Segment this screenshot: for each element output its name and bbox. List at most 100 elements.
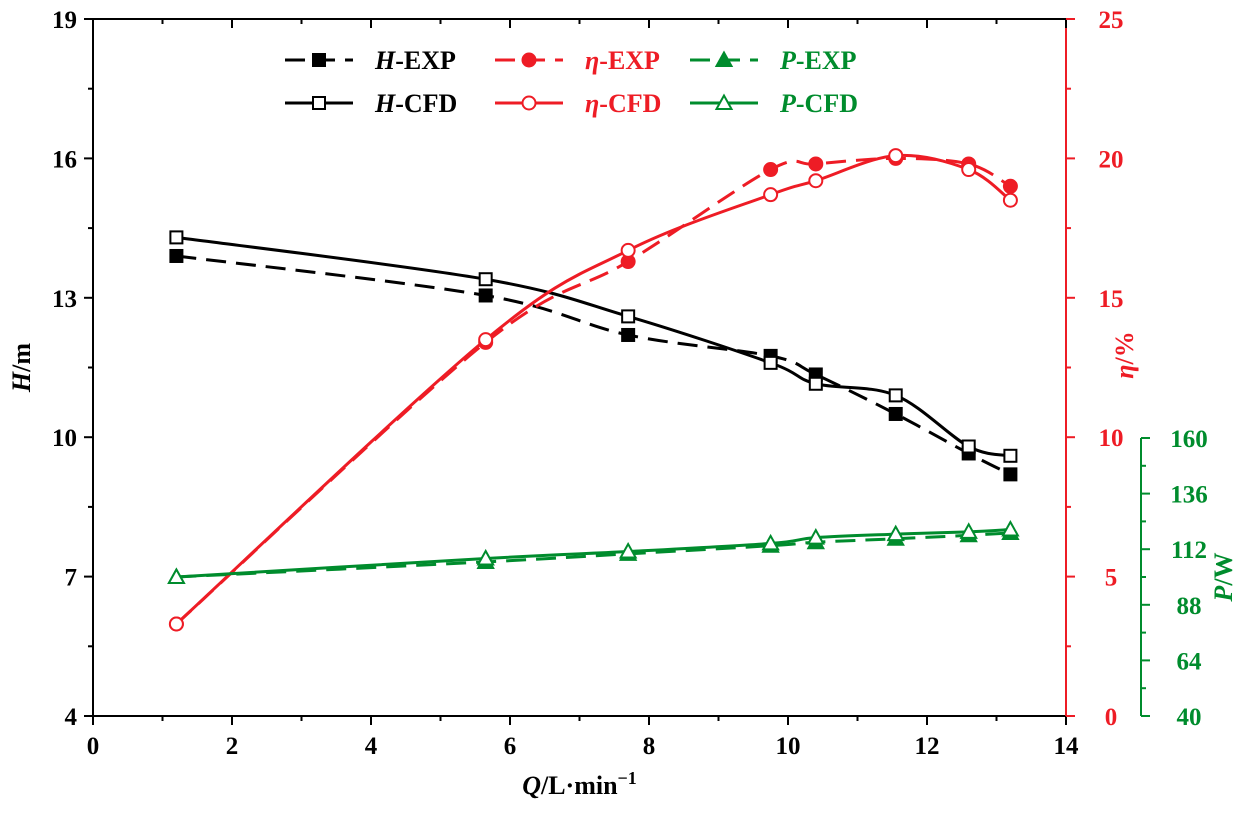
p_cfd-point: [167, 567, 186, 584]
x-tick-label: 2: [226, 733, 239, 760]
power-tick-label: 88: [1177, 593, 1202, 620]
p_cfd-point: [1001, 519, 1020, 537]
legend-eta_exp-suffix: -EXP: [599, 46, 660, 75]
efficiency-tick-label: 25: [1099, 7, 1124, 34]
head-tick-label: 4: [65, 704, 78, 731]
h_cfd-point: [763, 355, 778, 370]
eta_cfd-line: [175, 153, 1012, 626]
h_exp-point: [478, 288, 493, 303]
legend-h_cfd-label: H-CFD: [374, 89, 457, 118]
h_cfd-point: [1003, 448, 1018, 463]
legend-p_cfd-suffix: -CFD: [796, 89, 858, 118]
efficiency-axis-title-unit: /%: [1110, 331, 1139, 365]
curves-layer: [175, 153, 1012, 626]
power-tick-label: 112: [1171, 537, 1207, 564]
legend-p_cfd-label: P-CFD: [779, 89, 858, 118]
eta_exp-point: [808, 156, 824, 172]
legend-eta_cfd-marker: [521, 95, 537, 111]
legend-p_cfd-marker: [714, 93, 734, 110]
h_cfd-point: [808, 376, 823, 391]
legend-eta_cfd-suffix: -CFD: [599, 89, 661, 118]
h_exp-line: [176, 254, 1012, 476]
h_exp-point: [1003, 467, 1018, 482]
legend-eta_cfd-label: η-CFD: [585, 89, 661, 118]
h_cfd-point: [888, 388, 903, 403]
eta_cfd-point: [808, 173, 824, 189]
power-tick-label: 160: [1170, 426, 1208, 453]
x-axis-title-unit: /L·min: [540, 771, 618, 800]
h_exp-point: [621, 327, 636, 342]
p_cfd-point: [959, 522, 978, 539]
efficiency-tick-label: 15: [1099, 286, 1124, 313]
head-tick-label: 16: [52, 146, 77, 173]
p_cfd-line: [176, 528, 1011, 579]
head-tick-label: 19: [52, 7, 77, 34]
eta_cfd-point: [888, 148, 904, 164]
eta_exp-point: [763, 162, 779, 178]
legend-h_exp-marker: [312, 53, 326, 67]
efficiency-tick-label: 0: [1105, 704, 1118, 731]
p_cfd-point: [761, 533, 780, 551]
power-axis-title-unit: /W: [1209, 552, 1238, 586]
legend-eta_exp-var: η: [585, 46, 599, 75]
legend-p_cfd-var: P: [779, 89, 797, 118]
efficiency-axis-title: η/%: [1110, 331, 1139, 379]
h_cfd-point: [621, 309, 636, 324]
efficiency-axis-title-var: η: [1110, 364, 1139, 378]
head-tick-label: 13: [52, 286, 77, 313]
head-axis-title-unit: /m: [7, 343, 36, 373]
legend-h_cfd-suffix: -CFD: [395, 89, 457, 118]
eta_exp-point: [1002, 178, 1018, 194]
legend-h_exp-label: H-EXP: [374, 46, 456, 75]
x-tick-label: 14: [1054, 733, 1080, 760]
h_cfd-point: [961, 439, 976, 454]
head-axis-title-var: H: [7, 371, 36, 393]
eta_cfd-point: [620, 242, 636, 258]
x-tick-label: 6: [504, 733, 517, 760]
legend-p_exp-marker: [714, 50, 734, 67]
h_cfd-point: [169, 230, 184, 245]
axes-layer: 0 2 4 6 8 10 12 14 4 7 10 13 16 19 0 5 10 15 20 25 40 64 88 112…: [7, 7, 1238, 800]
efficiency-tick-label: 20: [1099, 146, 1124, 173]
power-axis-title: P/W: [1209, 552, 1238, 602]
legend-h_exp-suffix: -EXP: [395, 46, 456, 75]
p_exp-line: [176, 531, 1011, 579]
eta_cfd-point: [763, 187, 779, 203]
power-tick-label: 64: [1177, 648, 1203, 675]
power-axis-title-var: P: [1209, 585, 1238, 603]
legend-p_exp-var: P: [779, 46, 797, 75]
h_cfd-line: [176, 235, 1011, 458]
p_cfd-point: [618, 541, 638, 559]
legend-eta_exp-marker: [521, 52, 537, 68]
eta_cfd-point: [168, 616, 184, 632]
legend-eta_exp-label: η-EXP: [585, 46, 660, 75]
legend-h_exp-var: H: [374, 46, 396, 75]
x-axis-title-var: Q: [522, 771, 541, 800]
markers-layer: [167, 148, 1020, 632]
h_cfd-point: [478, 272, 493, 287]
efficiency-tick-label: 10: [1099, 425, 1124, 452]
x-tick-label: 12: [915, 733, 940, 760]
p_cfd-point: [886, 524, 905, 542]
legend-p_exp-suffix: -EXP: [796, 46, 857, 75]
eta_cfd-point: [478, 332, 494, 348]
eta_cfd-point: [1002, 192, 1018, 208]
legend-h_cfd-var: H: [374, 89, 396, 118]
x-axis-title: Q/L·min−1: [522, 768, 637, 800]
x-tick-label: 4: [365, 733, 378, 760]
p_cfd-point: [476, 548, 495, 566]
head-tick-label: 10: [52, 425, 77, 452]
x-axis-title-exp: −1: [618, 768, 637, 788]
power-tick-label: 40: [1177, 704, 1202, 731]
head-axis-title: H/m: [7, 343, 36, 393]
legend-eta_cfd-var: η: [585, 89, 599, 118]
legend-h_cfd-marker: [312, 96, 326, 110]
legend-p_exp-label: P-EXP: [779, 46, 857, 75]
eta_cfd-point: [961, 162, 977, 178]
h_exp-point: [169, 248, 184, 263]
efficiency-tick-label: 5: [1105, 565, 1118, 592]
power-tick-label: 136: [1170, 482, 1208, 509]
h_exp-point: [888, 406, 903, 421]
